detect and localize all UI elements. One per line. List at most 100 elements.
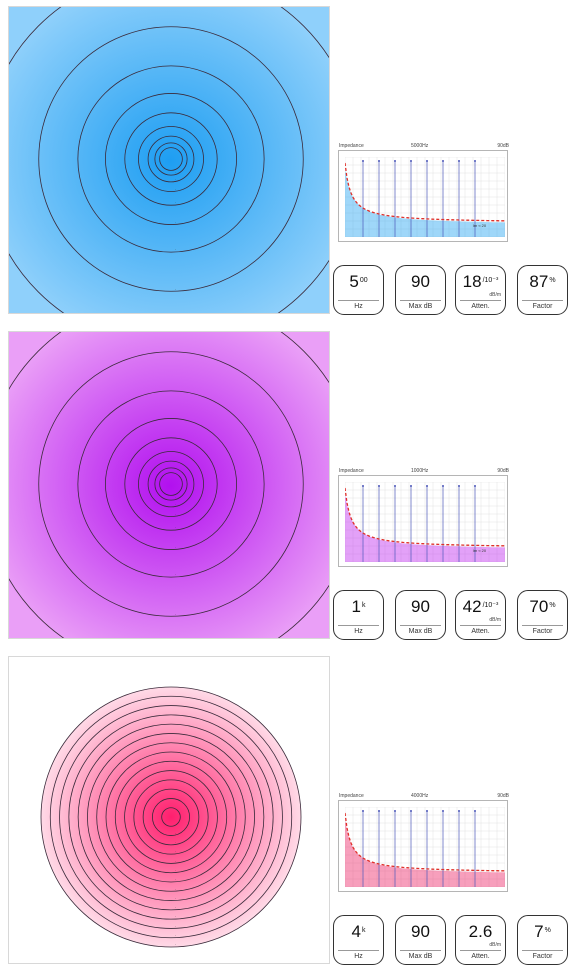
marker-dot [378, 160, 380, 162]
param-number: 4 [351, 922, 361, 941]
marker-dot [378, 485, 380, 487]
marker-dot [362, 485, 364, 487]
chart-legend: lm ≈ 20 [473, 548, 487, 553]
response-fill [345, 820, 505, 887]
contour-tick: · [175, 611, 176, 616]
param-card-factor[interactable]: 70% Factor [517, 590, 568, 640]
chart-left-label: Impedance [339, 468, 364, 474]
chart-plot-area [344, 806, 506, 888]
marker-dot [474, 810, 476, 812]
contour-ring [154, 142, 188, 176]
contour-tick: · [175, 896, 176, 901]
sound-field-plot[interactable]: · · · · · · · · · · · · · [8, 656, 330, 964]
frequency-response-chart[interactable]: Impedance 5000Hz 90dB lm ≈ 20 [338, 143, 509, 242]
param-suffix: /10⁻³ [482, 602, 499, 609]
sound-field-plot[interactable]: · · · · · · · [8, 331, 330, 639]
response-curve [344, 162, 505, 222]
parameter-cards: 1k Hz 90 Max dB 42/10⁻³ dB/m Atten. 70% Factor [333, 590, 570, 642]
contour-ring [142, 788, 200, 846]
param-label: Hz [338, 625, 379, 635]
contour-ring [147, 135, 195, 183]
marker-dot [458, 485, 460, 487]
parameter-cards: 500 Hz 90 Max dB 18/10⁻³ dB/m Atten. 87% Factor [333, 265, 570, 317]
param-label: Factor [522, 300, 563, 310]
contour-ring [124, 770, 218, 864]
frequency-response-chart[interactable]: Impedance 1000Hz 90dB lm ≈ 20 [338, 468, 509, 567]
param-value: 90 [396, 272, 445, 292]
param-card-hz[interactable]: 4k Hz [333, 915, 384, 965]
contour-tick: · [175, 923, 176, 928]
chart-mid-label: 1000Hz [411, 468, 429, 474]
contour-tick: · [175, 572, 176, 577]
chart-plot-area: lm ≈ 20 [344, 481, 506, 563]
param-number: 90 [411, 272, 430, 291]
contour-ring [152, 798, 190, 836]
contour-tick: · [175, 286, 176, 291]
response-curve [344, 812, 505, 872]
parameter-cards: 4k Hz 90 Max dB 2.6 dB/m Atten. 7% Factor [333, 915, 570, 967]
param-suffix: % [544, 927, 551, 934]
param-value: 42/10⁻³ [456, 597, 505, 617]
param-card-max-db[interactable]: 90 Max dB [395, 590, 446, 640]
sound-field-plot[interactable]: · · · · · · · [8, 6, 330, 314]
param-label: Hz [338, 950, 379, 960]
contour-tick: · [175, 247, 176, 252]
contour-ring [59, 705, 283, 929]
chart-plot-area: lm ≈ 20 [344, 156, 506, 238]
field-svg: · · · · · · · [9, 7, 329, 313]
contour-ring [105, 93, 237, 225]
marker-dot [442, 160, 444, 162]
param-card-atten[interactable]: 42/10⁻³ dB/m Atten. [455, 590, 506, 640]
frequency-response-chart[interactable]: Impedance 4000Hz 90dB [338, 793, 509, 892]
contour-ring [159, 472, 183, 496]
param-number: 70 [529, 597, 549, 616]
marker-dot [474, 485, 476, 487]
field-disc [41, 687, 301, 947]
param-card-factor[interactable]: 87% Factor [517, 265, 568, 315]
contour-ring [38, 26, 304, 292]
contour-tick: · [175, 170, 176, 175]
contour-ring [68, 714, 274, 920]
contour-ring [49, 695, 293, 939]
marker-dot [426, 160, 428, 162]
param-unit: dB/m [489, 292, 501, 298]
param-card-max-db[interactable]: 90 Max dB [395, 915, 446, 965]
param-suffix: 00 [359, 277, 368, 284]
contour-tick: · [175, 200, 176, 205]
contour-ring [105, 751, 237, 883]
contour-ring [38, 351, 304, 617]
panel-pink: · · · · · · · · · · · · · Impedance 4000Hz 90dB 4k Hz 90 Ma… [0, 650, 570, 972]
response-curve [344, 487, 505, 547]
param-label: Max dB [400, 625, 441, 635]
chart-left-label: Impedance [339, 143, 364, 149]
contour-ring [124, 112, 218, 206]
param-value: 70% [518, 597, 567, 617]
param-card-hz[interactable]: 1k Hz [333, 590, 384, 640]
field-svg: · · · · · · · · · · · · · [9, 657, 329, 963]
contour-tick: · [175, 933, 176, 938]
param-card-factor[interactable]: 7% Factor [517, 915, 568, 965]
param-suffix: % [549, 277, 556, 284]
param-number: 1 [351, 597, 361, 616]
chart-right-label: 90dB [497, 793, 509, 799]
param-suffix: % [549, 602, 556, 609]
param-suffix: /10⁻³ [482, 277, 499, 284]
marker-dot [458, 160, 460, 162]
param-card-atten[interactable]: 2.6 dB/m Atten. [455, 915, 506, 965]
param-label: Factor [522, 950, 563, 960]
param-number: 5 [349, 272, 359, 291]
contour-ring [124, 437, 218, 531]
param-unit: dB/m [489, 617, 501, 623]
param-number: 90 [411, 597, 430, 616]
contour-tick: · [175, 177, 176, 182]
param-label: Atten. [460, 300, 501, 310]
param-card-atten[interactable]: 18/10⁻³ dB/m Atten. [455, 265, 506, 315]
param-value: 1k [334, 597, 383, 617]
contour-ring [133, 779, 209, 855]
param-card-hz[interactable]: 500 Hz [333, 265, 384, 315]
field-background [9, 7, 329, 313]
contour-ring [40, 686, 302, 948]
contour-ring [159, 147, 183, 171]
contour-tick: · [175, 942, 176, 947]
param-card-max-db[interactable]: 90 Max dB [395, 265, 446, 315]
